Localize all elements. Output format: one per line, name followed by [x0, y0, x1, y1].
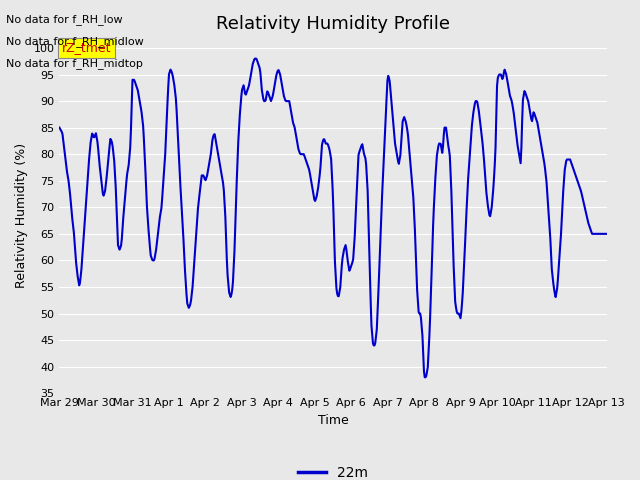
X-axis label: Time: Time	[317, 414, 348, 427]
Text: rZ_tmet: rZ_tmet	[62, 41, 112, 54]
Text: No data for f_RH_midtop: No data for f_RH_midtop	[6, 58, 143, 69]
Text: No data for f_RH_low: No data for f_RH_low	[6, 14, 123, 25]
Text: No data for f_RH_midlow: No data for f_RH_midlow	[6, 36, 144, 47]
Y-axis label: Relativity Humidity (%): Relativity Humidity (%)	[15, 143, 28, 288]
Title: Relativity Humidity Profile: Relativity Humidity Profile	[216, 15, 450, 33]
Legend: 22m: 22m	[292, 461, 374, 480]
